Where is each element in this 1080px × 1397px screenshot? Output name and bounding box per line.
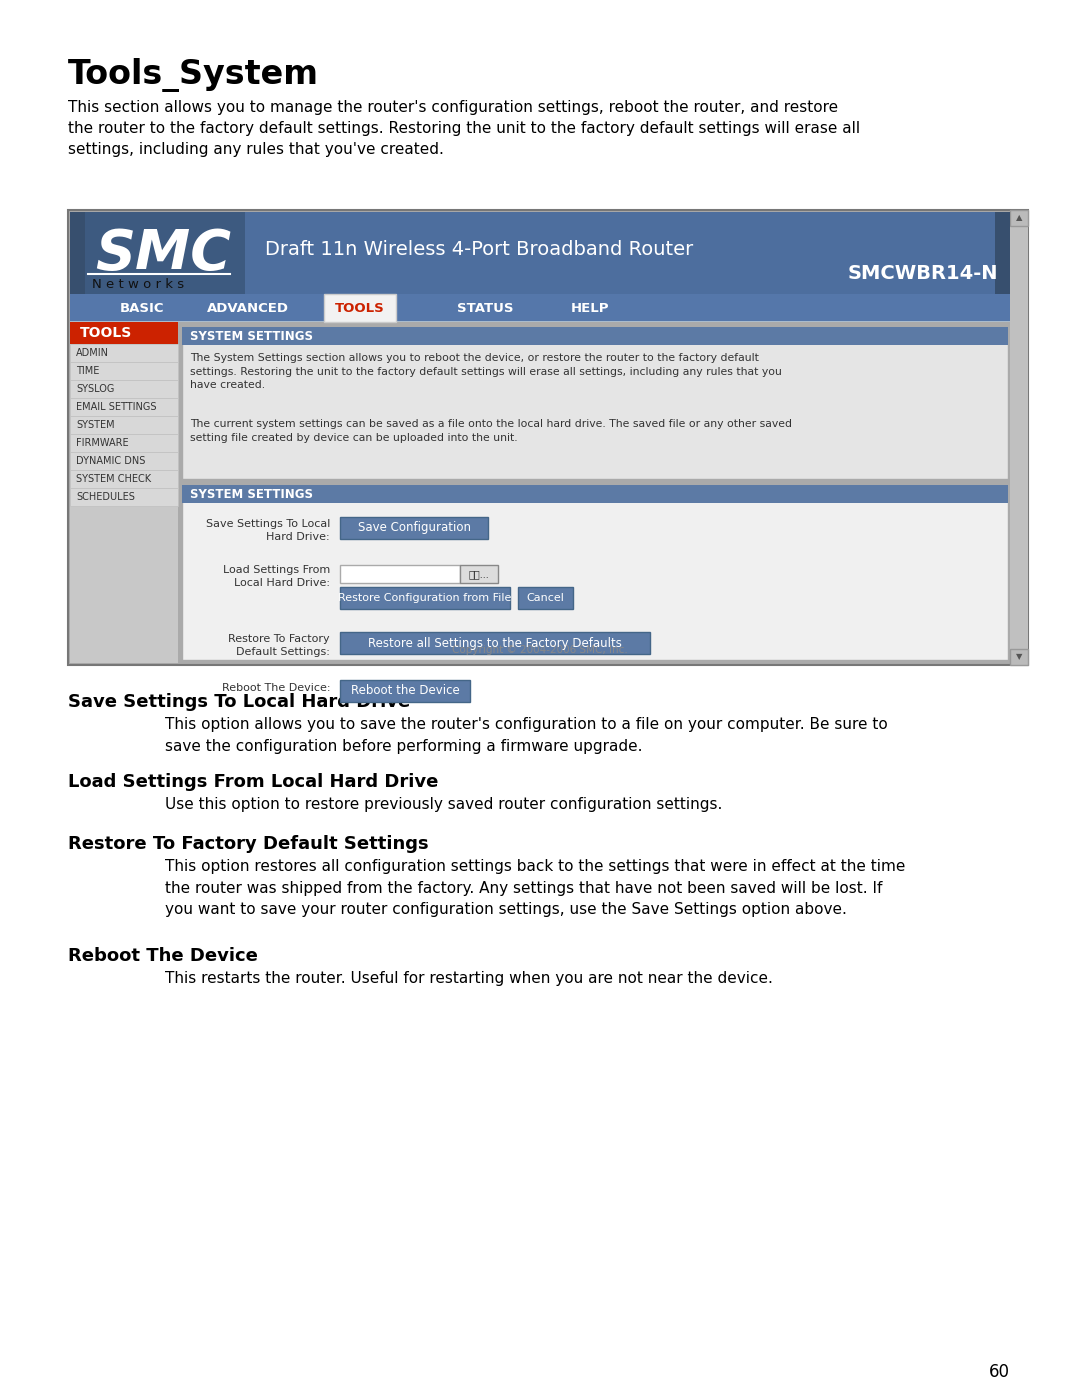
Text: BASIC: BASIC	[120, 302, 164, 314]
Bar	[70, 469, 178, 488]
Text: Restore To Factory Default Settings: Restore To Factory Default Settings	[68, 835, 429, 854]
Text: STATUS: STATUS	[457, 302, 513, 314]
Bar	[183, 485, 1008, 503]
Text: Save Configuration: Save Configuration	[357, 521, 471, 535]
Bar	[68, 210, 1028, 665]
Bar	[70, 362, 178, 380]
Text: Draft 11n Wireless 4-Port Broadband Router: Draft 11n Wireless 4-Port Broadband Rout…	[265, 240, 693, 258]
Bar	[70, 398, 178, 416]
Bar	[70, 212, 85, 293]
Bar	[324, 293, 396, 321]
Text: SMCWBR14-N: SMCWBR14-N	[848, 264, 998, 284]
Bar	[183, 327, 1008, 479]
Bar	[460, 564, 498, 583]
Text: This option allows you to save the router's configuration to a file on your comp: This option allows you to save the route…	[165, 717, 888, 753]
Bar	[995, 212, 1010, 293]
Text: Use this option to restore previously saved router configuration settings.: Use this option to restore previously sa…	[165, 798, 723, 812]
Bar	[70, 434, 178, 453]
Text: Restore To Factory
Default Settings:: Restore To Factory Default Settings:	[228, 634, 330, 657]
Text: ADVANCED: ADVANCED	[207, 302, 289, 314]
Bar	[340, 631, 650, 654]
Text: Restore all Settings to the Factory Defaults: Restore all Settings to the Factory Defa…	[368, 637, 622, 650]
Text: 60: 60	[989, 1363, 1010, 1382]
Bar	[70, 453, 178, 469]
Text: Reboot The Device:: Reboot The Device:	[221, 683, 330, 693]
Text: TIME: TIME	[76, 366, 99, 376]
Text: 浏览...: 浏览...	[469, 569, 489, 578]
Text: Save Settings To Local Hard Drive: Save Settings To Local Hard Drive	[68, 693, 410, 711]
Text: Load Settings From
Local Hard Drive:: Load Settings From Local Hard Drive:	[222, 564, 330, 588]
Text: Cancel: Cancel	[526, 592, 564, 604]
Bar	[85, 212, 245, 293]
Text: FIRMWARE: FIRMWARE	[76, 439, 129, 448]
Bar	[70, 416, 178, 434]
Text: Tools_System: Tools_System	[68, 59, 319, 92]
Text: The System Settings section allows you to reboot the device, or restore the rout: The System Settings section allows you t…	[190, 353, 782, 390]
Text: The current system settings can be saved as a file onto the local hard drive. Th: The current system settings can be saved…	[190, 419, 792, 443]
Bar	[183, 485, 1008, 659]
Bar	[183, 327, 1008, 345]
Text: TOOLS: TOOLS	[335, 302, 384, 314]
Text: ▼: ▼	[1016, 652, 1023, 662]
Bar	[1010, 210, 1028, 665]
Text: Load Settings From Local Hard Drive: Load Settings From Local Hard Drive	[68, 773, 438, 791]
Text: SMC: SMC	[95, 226, 231, 281]
Bar	[70, 321, 178, 344]
Bar	[70, 488, 178, 506]
Text: Restore Configuration from File: Restore Configuration from File	[338, 592, 512, 604]
Text: This section allows you to manage the router's configuration settings, reboot th: This section allows you to manage the ro…	[68, 101, 860, 156]
Text: This option restores all configuration settings back to the settings that were i: This option restores all configuration s…	[165, 859, 905, 918]
Text: DYNAMIC DNS: DYNAMIC DNS	[76, 455, 146, 467]
Bar	[340, 517, 488, 539]
Text: ▲: ▲	[1016, 214, 1023, 222]
Bar	[70, 293, 1010, 321]
Bar	[70, 321, 178, 664]
Text: ADMIN: ADMIN	[76, 348, 109, 358]
Bar	[1010, 650, 1028, 665]
Text: EMAIL SETTINGS: EMAIL SETTINGS	[76, 402, 157, 412]
Text: Save Settings To Local
Hard Drive:: Save Settings To Local Hard Drive:	[205, 520, 330, 542]
Bar	[1010, 210, 1028, 226]
Text: TOOLS: TOOLS	[80, 326, 132, 339]
Text: SYSLOG: SYSLOG	[76, 384, 114, 394]
Bar	[70, 380, 178, 398]
Text: SCHEDULES: SCHEDULES	[76, 492, 135, 502]
Text: SYSTEM: SYSTEM	[76, 420, 114, 430]
Text: Reboot the Device: Reboot the Device	[351, 685, 459, 697]
Text: This restarts the router. Useful for restarting when you are not near the device: This restarts the router. Useful for res…	[165, 971, 773, 986]
Text: N e t w o r k s: N e t w o r k s	[92, 278, 184, 291]
Text: Copyright © 2004-2006 SMC, Inc.: Copyright © 2004-2006 SMC, Inc.	[453, 645, 627, 655]
Text: SYSTEM SETTINGS: SYSTEM SETTINGS	[190, 488, 313, 500]
Text: SYSTEM CHECK: SYSTEM CHECK	[76, 474, 151, 483]
Text: HELP: HELP	[570, 302, 609, 314]
Bar	[340, 587, 510, 609]
Bar	[340, 564, 460, 583]
Bar	[70, 344, 178, 362]
Text: SYSTEM SETTINGS: SYSTEM SETTINGS	[190, 330, 313, 342]
Bar	[518, 587, 573, 609]
Bar	[85, 212, 995, 293]
Text: Reboot The Device: Reboot The Device	[68, 947, 258, 965]
Bar	[340, 680, 470, 703]
